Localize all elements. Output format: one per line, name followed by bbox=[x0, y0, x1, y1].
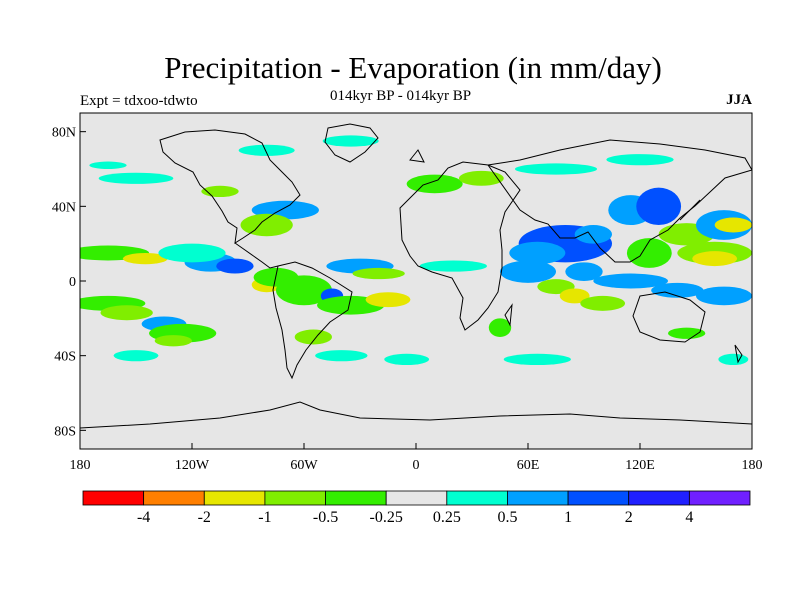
colorbar-segment bbox=[507, 490, 569, 506]
anomaly-patch bbox=[606, 154, 674, 166]
anomaly-patch bbox=[419, 260, 487, 272]
colorbar-label: -0.5 bbox=[313, 509, 338, 526]
anomaly-patch bbox=[352, 267, 405, 280]
anomaly-patch bbox=[384, 353, 430, 365]
colorbar-segment bbox=[203, 490, 266, 506]
colorbar: -4 -2 -1 -0.5 -0.25 0.25 0.5 1 2 4 bbox=[82, 490, 751, 526]
anomaly-patch bbox=[565, 262, 603, 281]
anomaly-patch bbox=[365, 292, 411, 308]
y-tick-label: 40N bbox=[52, 200, 76, 215]
colorbar-segment bbox=[82, 490, 145, 506]
colorbar-label: 2 bbox=[625, 509, 633, 526]
coastline-south-america bbox=[272, 261, 353, 380]
anomaly-patch bbox=[238, 144, 295, 156]
anomaly-patch bbox=[626, 238, 672, 268]
coastline-madagascar bbox=[504, 303, 513, 327]
anomaly-patch bbox=[122, 253, 168, 265]
coastline-greenland bbox=[324, 123, 379, 163]
coastline-layer bbox=[80, 123, 752, 429]
colorbar-label: -1 bbox=[258, 509, 271, 526]
coastline-antarctica bbox=[80, 401, 752, 429]
anomaly-patch bbox=[714, 217, 752, 233]
anomaly-layer bbox=[80, 135, 752, 365]
y-tick-label: 0 bbox=[69, 275, 76, 290]
colorbar-label: 4 bbox=[685, 509, 693, 526]
anomaly-patch bbox=[276, 275, 332, 306]
coastline-australia bbox=[632, 291, 706, 343]
anomaly-patch bbox=[514, 163, 598, 175]
anomaly-patch bbox=[89, 161, 127, 169]
anomaly-patch bbox=[509, 241, 566, 265]
colorbar-segment bbox=[385, 490, 448, 506]
anomaly-patch bbox=[574, 225, 612, 244]
x-tick-label: 120E bbox=[625, 458, 655, 473]
anomaly-patch bbox=[240, 213, 293, 237]
anomaly-patch bbox=[216, 258, 254, 274]
colorbar-segment bbox=[264, 490, 326, 506]
anomaly-patch bbox=[315, 350, 368, 362]
chart-subtitle: 014kyr BP - 014kyr BP bbox=[330, 88, 472, 104]
colorbar-label: -0.25 bbox=[370, 509, 403, 526]
colorbar-label: 0.25 bbox=[433, 509, 461, 526]
chart-title: Precipitation - Evaporation (in mm/day) bbox=[164, 50, 662, 85]
x-tick-label: 120W bbox=[175, 458, 210, 473]
anomaly-patch bbox=[100, 305, 153, 321]
colorbar-label: -2 bbox=[198, 509, 211, 526]
colorbar-segment bbox=[567, 490, 630, 506]
colorbar-segment bbox=[325, 490, 387, 506]
experiment-label: Expt = tdxoo-tdwto bbox=[80, 93, 198, 109]
anomaly-patch bbox=[692, 251, 738, 267]
coastline-japan bbox=[679, 199, 701, 221]
axis-ticks: 80N 40N 0 40S 80S 180 120W 60W 0 60E 120E 180 bbox=[52, 126, 763, 473]
y-tick-label: 40S bbox=[54, 350, 76, 365]
x-tick-label: 0 bbox=[413, 458, 420, 473]
anomaly-patch bbox=[294, 329, 333, 345]
x-tick-label: 180 bbox=[742, 458, 763, 473]
anomaly-patch bbox=[580, 295, 626, 311]
anomaly-patch bbox=[593, 273, 669, 289]
coastline-central-america bbox=[234, 242, 279, 269]
x-tick-label: 60W bbox=[290, 458, 318, 473]
anomaly-patch bbox=[500, 260, 556, 283]
x-tick-label: 60E bbox=[517, 458, 540, 473]
anomaly-patch bbox=[503, 353, 571, 365]
coastline-africa-europe bbox=[399, 161, 521, 331]
colorbar-segment bbox=[628, 490, 690, 506]
season-label: JJA bbox=[726, 92, 752, 108]
colorbar-segment bbox=[143, 490, 205, 506]
coastline-uk bbox=[409, 149, 425, 163]
x-tick-label: 180 bbox=[70, 458, 91, 473]
anomaly-patch bbox=[458, 170, 504, 186]
anomaly-patch bbox=[696, 286, 752, 306]
anomaly-patch bbox=[488, 318, 512, 337]
anomaly-patch bbox=[651, 282, 704, 298]
anomaly-patch bbox=[559, 288, 590, 304]
anomaly-patch bbox=[406, 174, 463, 194]
coastline-north-america bbox=[159, 129, 301, 244]
y-tick-label: 80S bbox=[54, 424, 76, 439]
coastline-new-zealand bbox=[734, 344, 743, 364]
colorbar-label: 1 bbox=[564, 509, 572, 526]
anomaly-patch bbox=[668, 327, 706, 339]
anomaly-patch bbox=[636, 187, 682, 225]
anomaly-patch bbox=[158, 243, 226, 263]
y-tick-label: 80N bbox=[52, 126, 76, 141]
anomaly-patch bbox=[154, 335, 192, 347]
anomaly-patch bbox=[113, 350, 159, 362]
coastline-asia bbox=[487, 139, 752, 263]
anomaly-patch bbox=[322, 135, 379, 147]
colorbar-segment bbox=[446, 490, 508, 506]
colorbar-label: -4 bbox=[137, 509, 150, 526]
anomaly-patch bbox=[98, 172, 174, 184]
colorbar-segment bbox=[688, 490, 751, 506]
colorbar-label: 0.5 bbox=[497, 509, 517, 526]
anomaly-patch bbox=[718, 353, 749, 365]
